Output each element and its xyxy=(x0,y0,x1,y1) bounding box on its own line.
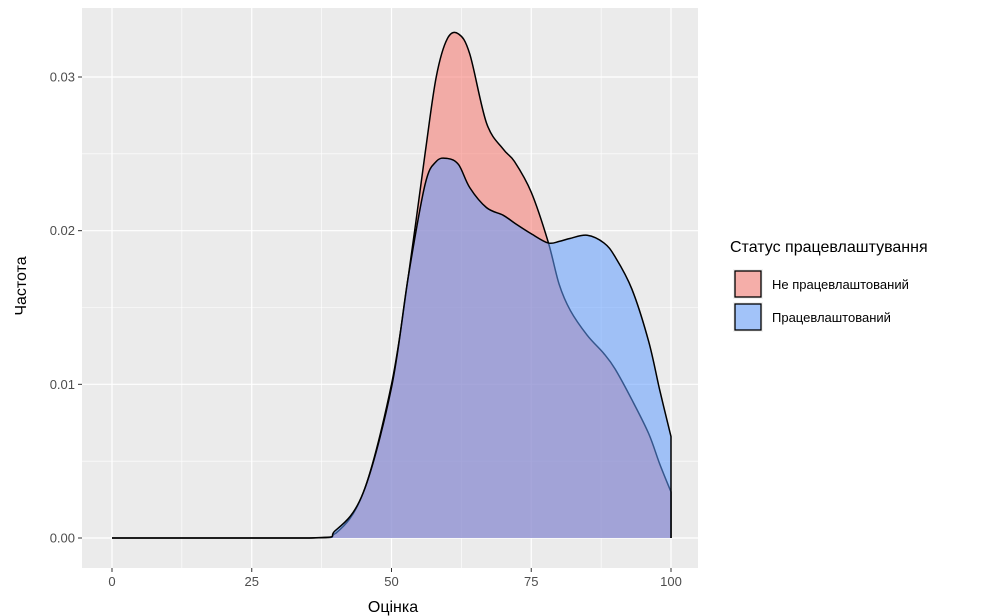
legend-label: Працевлаштований xyxy=(772,310,891,325)
y-tick-label: 0.00 xyxy=(50,531,75,546)
legend: Статус працевлаштування Не працевлаштова… xyxy=(730,239,928,332)
legend-key-swatch xyxy=(734,270,762,298)
x-axis-title: Оцінка xyxy=(368,599,418,616)
legend-title: Статус працевлаштування xyxy=(730,239,928,256)
x-tick-label: 75 xyxy=(524,574,538,589)
legend-items: Не працевлаштований Працевлаштований xyxy=(733,269,909,332)
density-area-series-1 xyxy=(112,158,671,538)
density-line-series-1 xyxy=(112,157,672,539)
y-tick-label: 0.02 xyxy=(50,223,75,238)
x-tick-label: 50 xyxy=(384,574,398,589)
y-axis-title: Частота xyxy=(13,256,30,315)
legend-label: Не працевлаштований xyxy=(772,277,909,292)
y-tick-label: 0.03 xyxy=(50,70,75,85)
legend-key-swatch xyxy=(734,303,762,331)
x-tick-label: 0 xyxy=(108,574,115,589)
x-tick-label: 100 xyxy=(660,574,682,589)
y-tick-label: 0.01 xyxy=(50,377,75,392)
x-tick-label: 25 xyxy=(245,574,259,589)
series-layer xyxy=(112,31,672,539)
axes-layer: 0 25 50 75 100 0.00 0.01 0.02 0.03 xyxy=(50,70,682,590)
